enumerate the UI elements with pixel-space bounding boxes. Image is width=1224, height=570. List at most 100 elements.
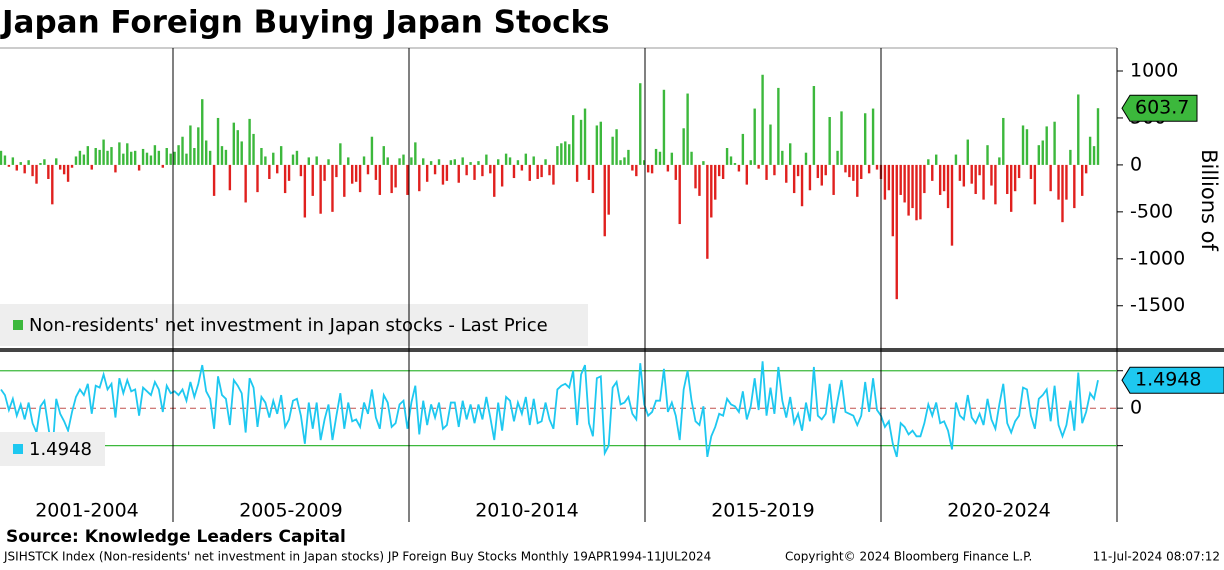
bar — [942, 164, 946, 192]
bar — [236, 130, 239, 165]
legend-label: 1.4948 — [29, 439, 92, 460]
bar — [260, 148, 263, 165]
bar — [840, 111, 843, 165]
bar — [623, 157, 626, 165]
bar — [982, 164, 985, 200]
bar — [465, 164, 468, 176]
bar — [185, 153, 188, 165]
bar — [765, 164, 768, 180]
bar — [560, 143, 563, 165]
y-tick-label: -1500 — [1130, 294, 1185, 316]
bar — [769, 124, 772, 165]
bar — [635, 164, 638, 177]
bar — [607, 164, 610, 215]
bar — [19, 162, 22, 165]
bar — [110, 147, 113, 165]
bar — [643, 160, 646, 165]
bar — [702, 161, 705, 165]
bar — [674, 164, 677, 180]
bar — [792, 164, 796, 194]
bar — [670, 152, 674, 165]
bar — [106, 150, 109, 165]
bar — [86, 146, 90, 165]
bar — [998, 157, 1001, 165]
bar — [654, 148, 658, 165]
bar — [919, 164, 922, 220]
bar — [1037, 145, 1041, 165]
bar — [27, 160, 30, 165]
bar — [331, 164, 334, 212]
legend-label: Non-residents' net investment in Japan s… — [29, 315, 548, 336]
bar — [23, 164, 26, 174]
bar — [777, 87, 780, 165]
bar — [323, 164, 326, 181]
bar — [433, 164, 437, 175]
bar — [1041, 140, 1044, 165]
bar — [307, 157, 310, 165]
footer-center: Copyright© 2024 Bloomberg Finance L.P. — [785, 550, 1032, 564]
bar — [378, 164, 382, 195]
bar — [126, 143, 129, 165]
bar — [437, 159, 441, 165]
bar — [540, 164, 543, 178]
bar — [55, 158, 58, 165]
bar — [58, 164, 62, 170]
bar — [402, 154, 405, 165]
bar — [224, 149, 228, 165]
bar — [161, 164, 164, 168]
bar — [339, 143, 342, 165]
bar — [883, 164, 887, 200]
bar — [311, 164, 314, 196]
bar — [1084, 164, 1088, 174]
last-value-tag — [1121, 366, 1224, 394]
x-period-label: 2001-2004 — [35, 500, 139, 522]
bar — [958, 164, 962, 181]
bar — [374, 164, 378, 180]
bar — [528, 164, 531, 181]
bar — [398, 158, 401, 165]
bar — [39, 163, 42, 165]
bar — [343, 164, 346, 197]
bar — [272, 152, 275, 165]
bar — [631, 164, 634, 171]
bar — [449, 160, 453, 165]
bar — [1029, 164, 1033, 179]
bar — [216, 117, 220, 165]
bar — [335, 164, 338, 178]
bar — [248, 118, 251, 165]
bar — [524, 153, 528, 165]
line — [0, 361, 1099, 458]
bar — [485, 154, 488, 165]
bar — [193, 148, 196, 165]
bar — [800, 164, 804, 207]
bar — [47, 164, 50, 179]
bar — [394, 164, 397, 188]
bar — [804, 152, 808, 165]
bar — [785, 164, 788, 183]
bar — [508, 157, 512, 165]
bar — [970, 164, 973, 184]
bar — [43, 159, 46, 165]
bar — [1057, 164, 1060, 200]
bar — [319, 164, 322, 214]
last-value-label: 603.7 — [1135, 97, 1189, 119]
bar — [1009, 164, 1013, 212]
y-tick-label: -1000 — [1130, 247, 1185, 269]
bar — [1096, 108, 1100, 165]
bar — [741, 133, 745, 165]
bar — [564, 141, 567, 165]
bar — [157, 150, 161, 165]
footer-left: JSIHSTCK Index (Non-residents' net inves… — [3, 550, 711, 564]
bar — [1081, 164, 1084, 196]
bar — [232, 122, 236, 165]
bar — [169, 153, 172, 165]
bar — [599, 121, 602, 165]
bar — [422, 158, 425, 165]
bar — [201, 99, 204, 165]
bar — [181, 136, 184, 165]
bar — [252, 133, 255, 165]
source: Source: Knowledge Leaders Capital — [6, 527, 346, 547]
bar — [1013, 164, 1017, 192]
bar — [315, 156, 318, 165]
bar — [895, 164, 898, 300]
